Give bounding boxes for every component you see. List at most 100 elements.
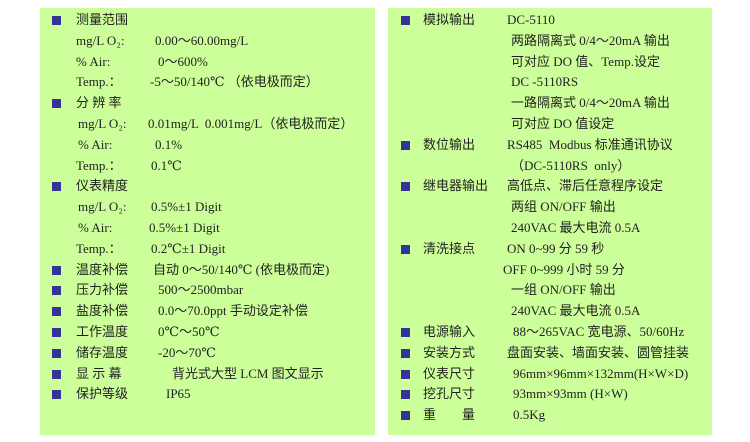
square-bullet-icon: [401, 328, 410, 337]
spec-row: 重 量 0.5Kg: [388, 405, 712, 425]
spec-row: 分 辨 率: [40, 93, 375, 113]
spec-row: 仪表精度: [40, 176, 375, 196]
spec-label: Temp.：: [76, 74, 122, 90]
spec-row: 保护等级 IP65: [40, 384, 375, 404]
square-bullet-icon: [52, 348, 61, 358]
spec-value: 高低点、滞后任意程序设定: [507, 178, 664, 194]
spec-row: 电源输入 88～265VAC 宽电源、50/60Hz: [388, 322, 712, 342]
spec-row: 一路隔离式 0/4～20mA 输出: [388, 93, 712, 113]
spec-row: （DC-5110RS only）: [388, 156, 712, 176]
square-bullet-icon: [401, 390, 410, 400]
spec-value: 两路隔离式 0/4～20mA 输出: [511, 32, 670, 48]
square-bullet-icon: [52, 307, 61, 317]
spec-value: -5～50/140℃ （依电极而定）: [150, 74, 319, 90]
spec-label: 压力补偿: [76, 282, 129, 298]
spec-value: 240VAC 最大电流 0.5A: [511, 220, 641, 235]
spec-label: 盐度补偿: [76, 303, 129, 319]
spec-label: 储存温度: [76, 344, 129, 360]
spec-row: Temp.： 0.2℃±1 Digit: [40, 239, 375, 259]
spec-row: 继电器输出 高低点、滞后任意程序设定: [388, 176, 712, 196]
spec-value: 0.1℃: [151, 157, 182, 173]
spec-value: 96mm×96mm×132mm(H×W×D): [513, 365, 689, 381]
square-bullet-icon: [52, 16, 61, 25]
spec-label: Temp.：: [76, 240, 122, 256]
square-bullet-icon: [52, 369, 61, 379]
spec-row: 240VAC 最大电流 0.5A: [388, 218, 712, 238]
spec-value: 一组 ON/OFF 输出: [511, 282, 616, 298]
spec-row: Temp.： 0.1℃: [40, 156, 375, 176]
spec-value: （DC-5110RS only）: [511, 157, 631, 173]
spec-row: 清洗接点 ON 0~99 分 59 秒: [388, 239, 712, 259]
spec-label: 安装方式: [423, 344, 476, 360]
square-bullet-icon: [52, 182, 61, 192]
spec-value: DC -5110RS: [511, 74, 579, 90]
spec-label: 模拟输出: [423, 12, 476, 27]
spec-value: 0.0～70.0ppt 手动设定补偿: [158, 303, 308, 319]
spec-label: mg/L O₂:: [76, 32, 125, 48]
spec-value: 0.5%±1 Digit: [151, 199, 222, 215]
spec-row: 压力补偿 500～2500mbar: [40, 280, 375, 300]
spec-row: 可对应 DO 值、Temp.设定: [388, 52, 712, 72]
spec-value: 背光式大型 LCM 图文显示: [172, 365, 324, 381]
square-bullet-icon: [401, 16, 410, 25]
spec-label: 测量范围: [76, 12, 129, 27]
spec-label: 仪表精度: [76, 178, 129, 194]
spec-row: 储存温度 -20～70℃: [40, 343, 375, 363]
spec-row: Temp.： -5～50/140℃ （依电极而定）: [40, 72, 375, 92]
spec-value: 盘面安装、墙面安装、圆管挂装: [507, 344, 690, 360]
spec-value: 0℃～50℃: [158, 324, 220, 339]
spec-row: 一组 ON/OFF 输出: [388, 280, 712, 300]
spec-row: OFF 0~999 小时 59 分: [388, 260, 712, 280]
spec-value: 0.5%±1 Digit: [149, 220, 220, 235]
spec-row: 可对应 DO 值设定: [388, 114, 712, 134]
spec-row: % Air: 0.1%: [40, 135, 375, 155]
spec-row: DC -5110RS: [388, 72, 712, 92]
spec-label: % Air:: [76, 53, 111, 69]
spec-label: mg/L O₂:: [78, 199, 127, 215]
square-bullet-icon: [401, 348, 410, 358]
spec-row: 挖孔尺寸 93mm×93mm (H×W): [388, 384, 712, 404]
spec-label: 仪表尺寸: [423, 365, 476, 381]
spec-row: 盐度补偿 0.0～70.0ppt 手动设定补偿: [40, 301, 375, 321]
spec-value: DC-5110: [507, 12, 555, 27]
spec-label: 数位输出: [423, 136, 476, 152]
spec-row: 测量范围: [40, 10, 375, 30]
spec-value: 240VAC 最大电流 0.5A: [511, 303, 641, 319]
spec-value: IP65: [166, 386, 191, 402]
spec-panel-right: 模拟输出 DC-5110 两路隔离式 0/4～20mA 输出 可对应 DO 值、Tem…: [388, 8, 712, 435]
spec-value: 0.00～60.00mg/L: [155, 32, 249, 48]
spec-row: mg/L O₂: 0.01mg/L 0.001mg/L（依电极而定）: [40, 114, 375, 134]
spec-value: 可对应 DO 值设定: [511, 116, 615, 131]
spec-row: 显 示 幕 背光式大型 LCM 图文显示: [40, 364, 375, 384]
spec-label: 显 示 幕: [76, 365, 122, 381]
square-bullet-icon: [52, 390, 61, 400]
spec-value: OFF 0~999 小时 59 分: [503, 261, 625, 277]
spec-value: RS485 Modbus 标准通讯协议: [507, 136, 673, 152]
square-bullet-icon: [401, 182, 410, 192]
spec-row: 仪表尺寸 96mm×96mm×132mm(H×W×D): [388, 364, 712, 384]
spec-label: 清洗接点: [423, 240, 476, 256]
spec-row: 温度补偿 自动 0～50/140℃ (依电极而定): [40, 260, 375, 280]
spec-value: 93mm×93mm (H×W): [513, 386, 628, 402]
spec-value: 500～2500mbar: [158, 282, 244, 298]
square-bullet-icon: [401, 369, 410, 379]
spec-label: 分 辨 率: [76, 95, 122, 111]
spec-value: 0.2℃±1 Digit: [151, 240, 226, 256]
spec-value: 两组 ON/OFF 输出: [511, 199, 616, 215]
square-bullet-icon: [52, 286, 61, 296]
spec-row: mg/L O₂: 0.00～60.00mg/L: [40, 31, 375, 51]
spec-label: % Air:: [78, 220, 113, 235]
spec-value: 一路隔离式 0/4～20mA 输出: [511, 95, 670, 111]
spec-value: 88～265VAC 宽电源、50/60Hz: [513, 324, 685, 339]
spec-row: mg/L O₂: 0.5%±1 Digit: [40, 197, 375, 217]
square-bullet-icon: [52, 265, 61, 275]
square-bullet-icon: [52, 328, 61, 337]
spec-value: ON 0~99 分 59 秒: [507, 240, 605, 256]
spec-label: Temp.：: [76, 157, 122, 173]
spec-label: 电源输入: [423, 324, 476, 339]
spec-value: 可对应 DO 值、Temp.设定: [511, 53, 660, 69]
spec-label: 重 量: [423, 407, 476, 423]
square-bullet-icon: [401, 140, 410, 150]
spec-value: 0.1%: [155, 136, 183, 152]
spec-value: 0～600%: [158, 53, 208, 69]
